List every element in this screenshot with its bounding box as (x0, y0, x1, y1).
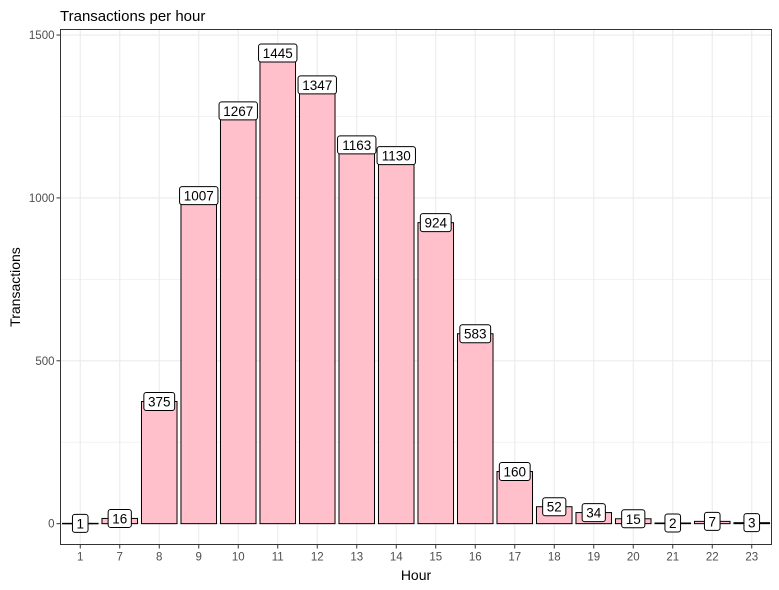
data-label: 924 (424, 216, 447, 231)
bar (219, 110, 257, 525)
data-label: 583 (464, 327, 487, 342)
data-label: 1347 (302, 78, 332, 93)
bar (338, 144, 376, 525)
y-tick-label: 0 (48, 519, 54, 531)
data-label-group: 2 (664, 513, 682, 533)
data-label-box (664, 513, 682, 533)
data-label: 375 (148, 394, 171, 409)
data-label-box (459, 324, 492, 344)
data-label-box (743, 513, 761, 533)
data-label-box (337, 135, 377, 155)
data-label-group: 3 (743, 513, 761, 533)
data-label-group: 1007 (179, 186, 219, 206)
data-label-group: 924 (419, 213, 452, 233)
data-label: 1130 (382, 149, 411, 164)
data-label-group: 375 (143, 391, 176, 411)
data-label: 16 (112, 511, 127, 526)
bar (180, 195, 218, 525)
x-axis: 1 7 8 9 10 11 12 13 14 15 16 17 18 19 20 21 22 23 (77, 544, 758, 564)
x-tick-label: 12 (311, 552, 324, 564)
data-label-box (498, 462, 531, 482)
data-label-box (376, 146, 416, 166)
data-label-group: 1163 (337, 135, 377, 155)
x-tick-label: 7 (117, 552, 123, 564)
x-tick-label: 23 (745, 552, 758, 564)
data-label-box (419, 213, 452, 233)
x-tick-label: 22 (706, 552, 719, 564)
data-label-group: 16 (107, 508, 132, 528)
data-label-group: 15 (621, 509, 646, 529)
x-tick-label: 11 (272, 552, 284, 564)
data-label-box (71, 513, 89, 533)
data-label-box (542, 497, 567, 517)
x-tick-label: 9 (196, 552, 202, 564)
x-tick-label: 16 (469, 552, 482, 564)
data-label-group: 1 (71, 513, 89, 533)
data-label: 1007 (184, 189, 214, 204)
data-label-group: 1130 (376, 146, 416, 166)
x-tick-label: 21 (666, 552, 679, 564)
bar (456, 333, 494, 525)
x-tick-label: 18 (548, 552, 561, 564)
bar (417, 222, 455, 525)
data-label-group: 1267 (218, 101, 258, 121)
y-tick-label: 1500 (29, 30, 55, 42)
x-tick-label: 20 (627, 552, 640, 564)
y-tick-label: 1000 (29, 193, 55, 205)
x-tick-label: 8 (156, 552, 162, 564)
x-tick-label: 13 (350, 552, 363, 564)
data-label-box (143, 391, 176, 411)
data-label-box (107, 508, 132, 528)
data-label: 34 (586, 506, 602, 521)
data-label-box (258, 43, 298, 63)
data-label: 2 (669, 516, 677, 531)
panel-border (60, 29, 772, 545)
x-axis-title: Hour (401, 567, 432, 583)
data-label-box (218, 101, 258, 121)
bar (298, 84, 336, 525)
data-label: 1 (76, 516, 84, 531)
x-tick-label: 19 (587, 552, 600, 564)
data-label-group: 34 (581, 503, 606, 523)
bar (259, 52, 297, 525)
bar (140, 400, 178, 525)
y-axis-title: Transactions (7, 247, 23, 327)
y-tick-label: 500 (35, 356, 54, 368)
data-label-group: 52 (542, 497, 567, 517)
data-label: 1445 (263, 46, 293, 61)
data-label-group: 160 (498, 462, 531, 482)
x-tick-label: 1 (77, 552, 83, 564)
bar (377, 155, 415, 525)
data-label-box (179, 186, 219, 206)
data-label-box (581, 503, 606, 523)
data-label: 160 (503, 465, 526, 480)
data-labels: 1 16 375 1007 1267 1445 1347 1163 1130 924 583 160 5… (71, 43, 761, 533)
x-tick-label: 17 (508, 552, 521, 564)
data-label: 1163 (342, 138, 371, 153)
data-label-group: 7 (703, 511, 721, 531)
data-label-box (621, 509, 646, 529)
data-label: 52 (547, 500, 562, 515)
data-label-group: 1347 (297, 75, 337, 95)
x-tick-label: 10 (232, 552, 245, 564)
data-label: 3 (748, 516, 756, 531)
y-axis: 0 500 1000 1500 (29, 30, 61, 531)
data-label: 15 (626, 512, 641, 527)
x-tick-label: 15 (429, 552, 442, 564)
bars (61, 52, 771, 525)
data-label-box (297, 75, 337, 95)
data-label: 7 (708, 514, 716, 529)
chart-title: Transactions per hour (60, 8, 205, 25)
x-tick-label: 14 (390, 552, 403, 564)
data-label-group: 1445 (258, 43, 298, 63)
data-label-group: 583 (459, 324, 492, 344)
data-label: 1267 (223, 104, 253, 119)
data-label-box (703, 511, 721, 531)
